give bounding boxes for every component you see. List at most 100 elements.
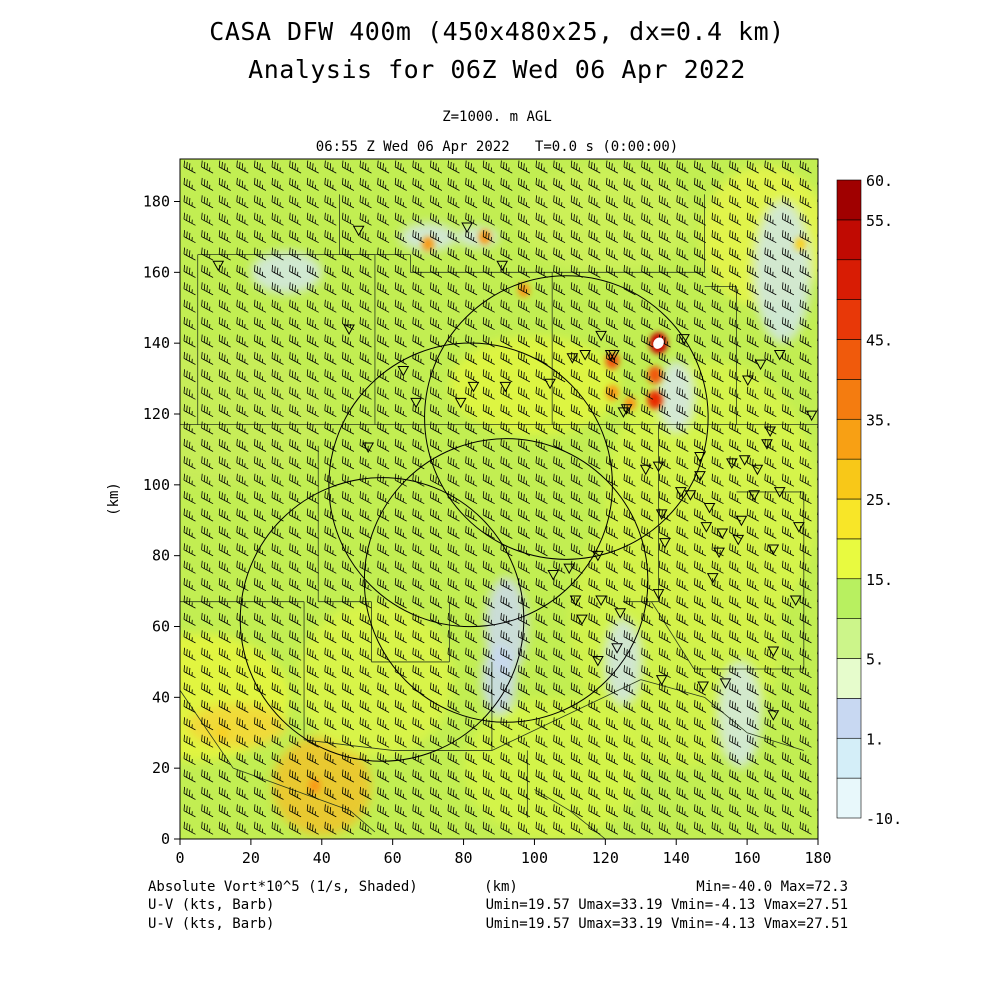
station-marker (620, 404, 633, 415)
wind-barb (359, 212, 372, 226)
wind-barb (518, 177, 531, 191)
wind-barb (359, 769, 372, 783)
wind-barb (518, 386, 531, 400)
wind-barb (289, 247, 302, 261)
wind-barb (676, 665, 689, 679)
wind-barb (711, 212, 724, 226)
wind-barb (782, 351, 795, 365)
wind-barb (430, 212, 443, 226)
wind-barb (746, 473, 759, 487)
wind-barb (729, 369, 742, 383)
wind-barb (588, 212, 601, 226)
wind-barb (606, 578, 619, 592)
wind-barb (465, 351, 478, 365)
wind-barb (799, 578, 812, 592)
wind-barb (623, 595, 636, 609)
x-tick-label: 60 (384, 849, 402, 867)
wind-barb (694, 595, 707, 609)
wind-barb (359, 717, 372, 731)
wind-barb (218, 282, 231, 296)
wind-barb (201, 595, 214, 609)
wind-barb (676, 508, 689, 522)
y-tick-label: 0 (161, 830, 170, 848)
vorticity-patch (718, 661, 762, 769)
wind-barb (465, 595, 478, 609)
wind-barb (394, 560, 407, 574)
time-subtitle: 06:55 Z Wed 06 Apr 2022 T=0.0 s (0:00:00… (316, 139, 678, 155)
wind-barb (764, 543, 777, 557)
station-marker (713, 547, 725, 559)
wind-barb (289, 317, 302, 331)
wind-barb (465, 682, 478, 696)
wind-barb (447, 769, 460, 783)
wind-barb (254, 386, 267, 400)
wind-barb (570, 665, 583, 679)
station-marker (397, 365, 410, 377)
wind-barb (359, 699, 372, 713)
wind-barb (201, 264, 214, 278)
wind-barb (271, 804, 284, 818)
wind-barb (271, 543, 284, 557)
wind-barb (799, 160, 812, 174)
station-marker (547, 569, 560, 581)
wind-barb (306, 769, 319, 783)
wind-barb (482, 769, 495, 783)
wind-barb (799, 491, 812, 505)
wind-barb (641, 317, 654, 331)
wind-barb (324, 734, 337, 748)
station-marker (544, 378, 556, 390)
wind-barb (606, 560, 619, 574)
wind-barb (254, 665, 267, 679)
wind-barb (799, 647, 812, 661)
wind-barb (782, 752, 795, 766)
wind-barb (764, 682, 777, 696)
wind-barb (412, 578, 425, 592)
wind-barb (694, 543, 707, 557)
wind-barb (641, 578, 654, 592)
wind-barb (359, 595, 372, 609)
wind-barb (254, 195, 267, 209)
colorbar-label: 45. (866, 332, 893, 350)
wind-barb (412, 491, 425, 505)
wind-barb (746, 404, 759, 418)
wind-barb (412, 508, 425, 522)
wind-barb (430, 595, 443, 609)
wind-barb (271, 177, 284, 191)
wind-barb (201, 821, 214, 835)
wind-barb (711, 630, 724, 644)
wind-barb (324, 160, 337, 174)
wind-barb (377, 230, 390, 244)
vector-field-stats-2: Umin=19.57 Umax=33.19 Vmin=-4.13 Vmax=27… (486, 916, 848, 932)
wind-barb (394, 804, 407, 818)
wind-barb (676, 160, 689, 174)
wind-barb (553, 230, 566, 244)
wind-barb (412, 612, 425, 626)
wind-barb (764, 177, 777, 191)
station-marker (607, 350, 620, 361)
wind-barb (623, 821, 636, 835)
wind-barb (782, 177, 795, 191)
wind-barb (412, 717, 425, 731)
wind-barb (306, 752, 319, 766)
wind-barb (359, 821, 372, 835)
wind-barb (218, 351, 231, 365)
wind-barb (658, 821, 671, 835)
station-marker (652, 589, 665, 600)
wind-barb (236, 369, 249, 383)
wind-barb (764, 438, 777, 452)
wind-barb (782, 369, 795, 383)
wind-barb (324, 525, 337, 539)
wind-barb (606, 317, 619, 331)
wind-barb (465, 786, 478, 800)
wind-barb (782, 560, 795, 574)
wind-barb (764, 734, 777, 748)
wind-barb (553, 595, 566, 609)
wind-barb (183, 665, 196, 679)
wind-barb (377, 525, 390, 539)
wind-barb (694, 369, 707, 383)
station-marker (789, 595, 802, 606)
station-marker (461, 222, 473, 234)
wind-barb (412, 334, 425, 348)
wind-barb (729, 647, 742, 661)
wind-barb (729, 734, 742, 748)
